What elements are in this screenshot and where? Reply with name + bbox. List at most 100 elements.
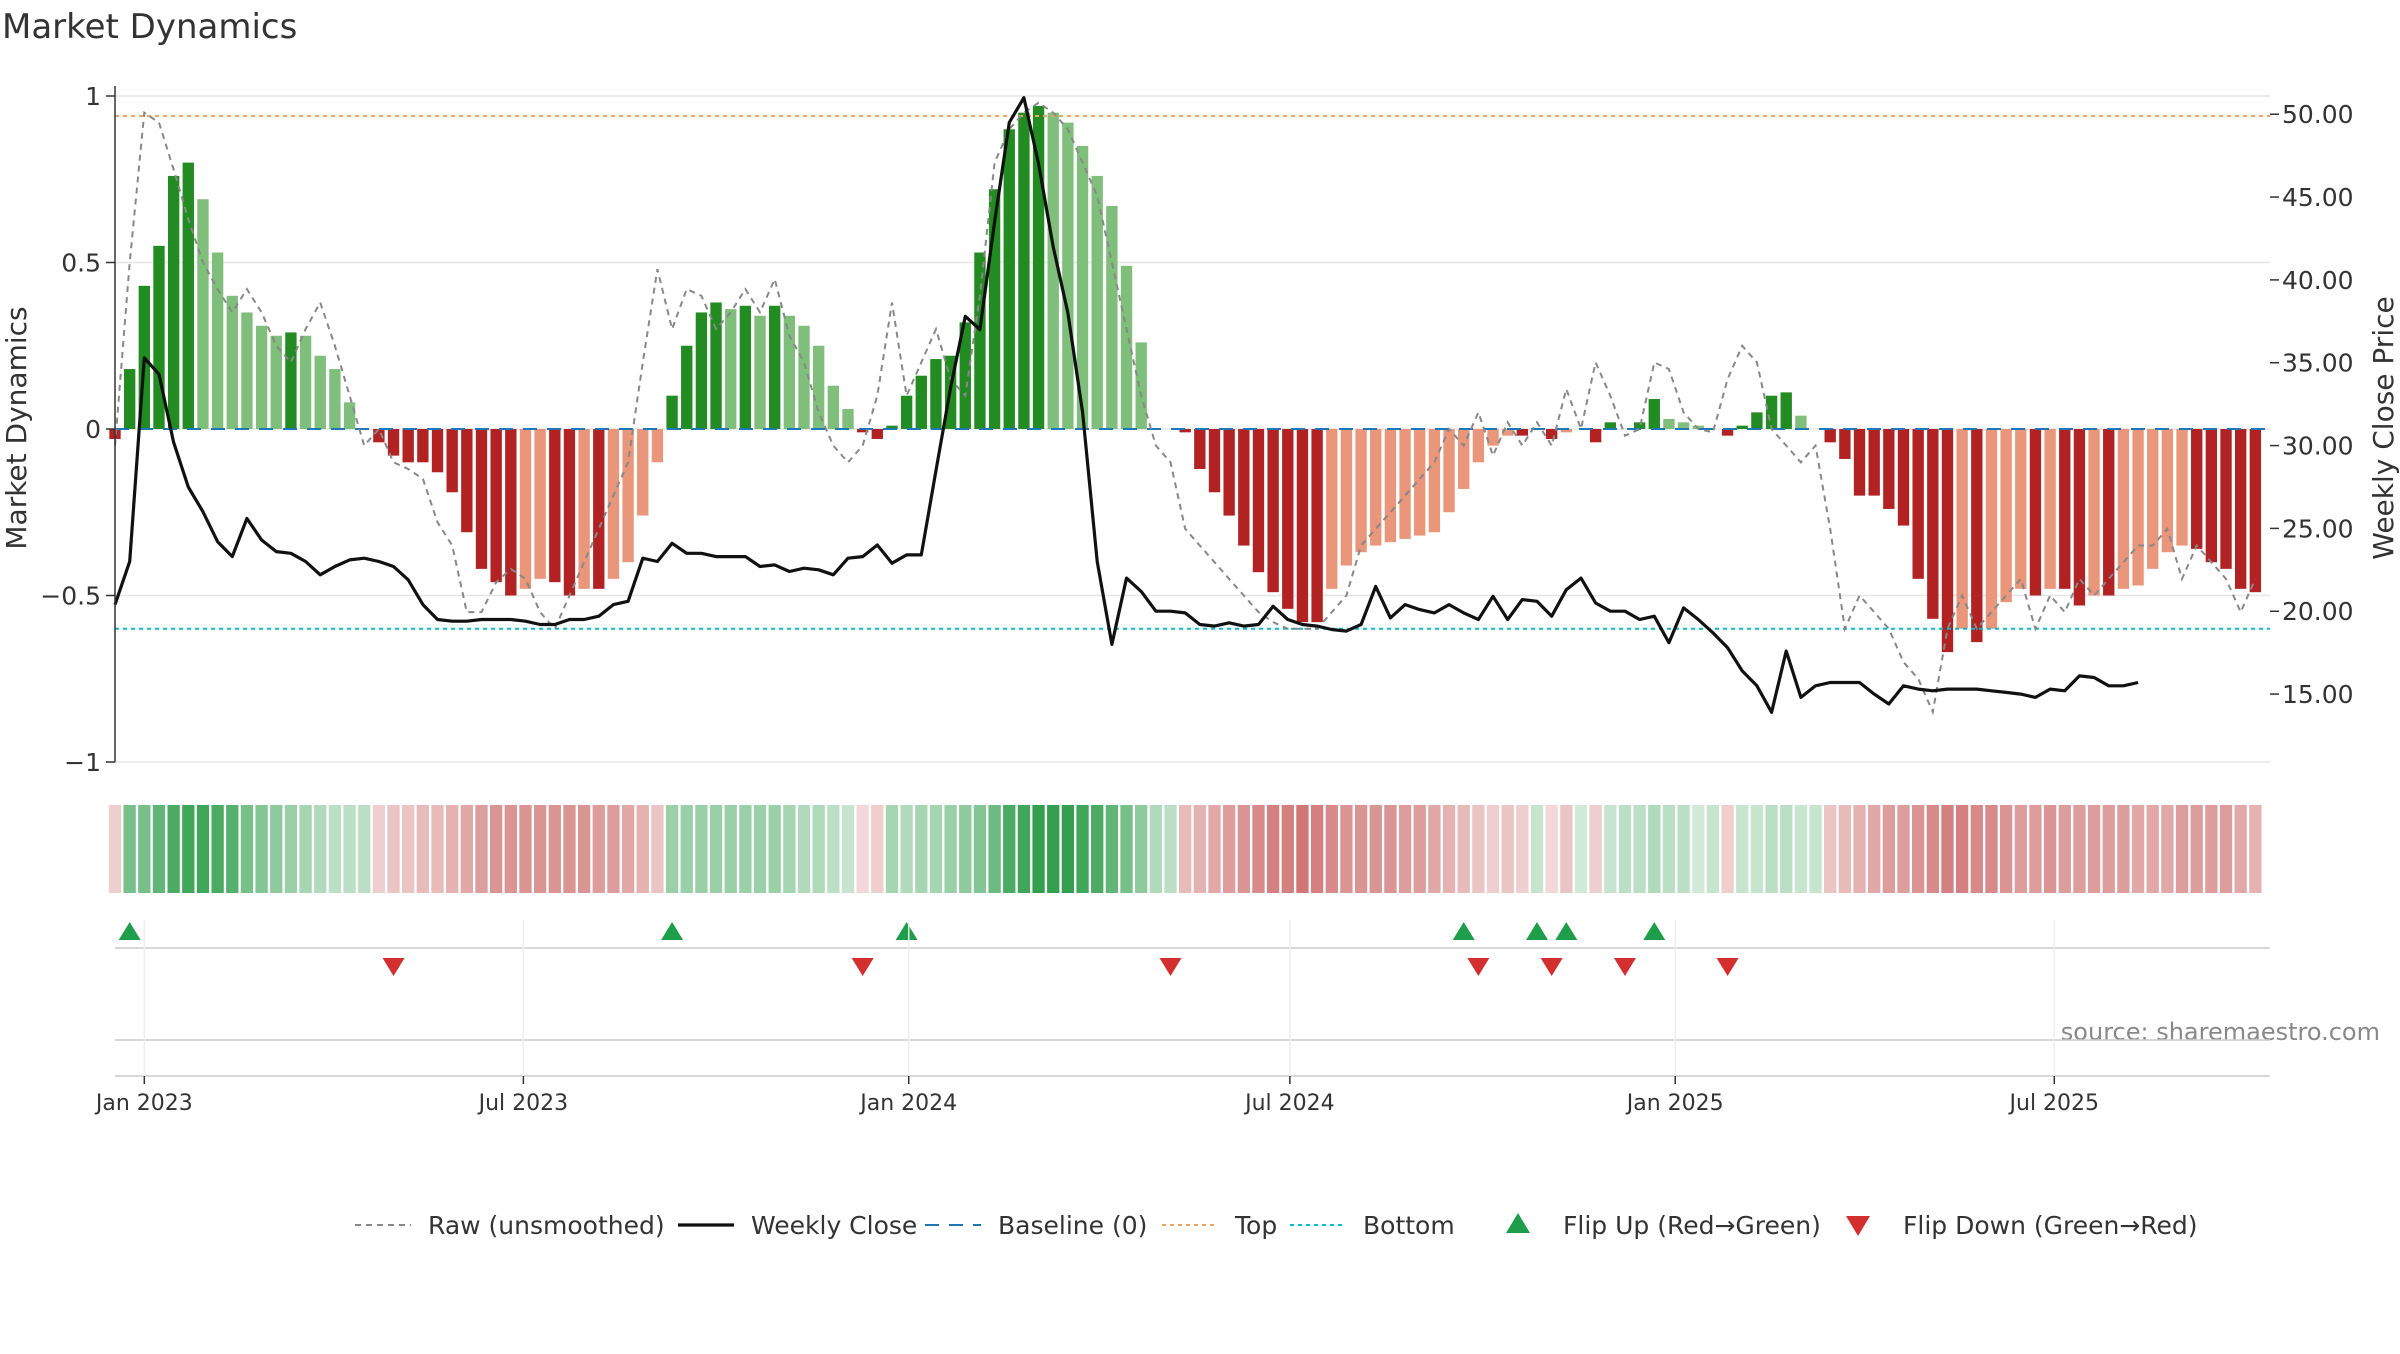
md-bar: [417, 429, 429, 463]
legend-label: Flip Up (Red→Green): [1563, 1211, 1821, 1240]
x-tick-label: Jul 2025: [2008, 1091, 2100, 1116]
heat-cell: [226, 805, 239, 893]
md-bar: [798, 325, 810, 429]
md-bar: [1252, 429, 1265, 573]
heat-cell: [1736, 805, 1749, 893]
heat-cell: [944, 805, 957, 893]
md-bar: [1751, 412, 1763, 429]
flip-up-marker: [118, 922, 141, 940]
md-bar: [123, 369, 136, 429]
flip-up-marker: [1526, 922, 1549, 940]
md-bar: [2103, 429, 2115, 596]
md-bar: [1883, 429, 1895, 509]
md-bar: [1047, 112, 1059, 430]
heat-cell: [1501, 805, 1514, 893]
legend-label: Flip Down (Green→Red): [1903, 1211, 2198, 1240]
md-bar: [2015, 429, 2027, 589]
md-bar: [1765, 395, 1778, 429]
md-bar: [607, 429, 620, 579]
md-bar: [241, 312, 253, 429]
heat-cell: [1032, 805, 1045, 893]
md-bar: [2000, 429, 2012, 603]
heat-cell: [240, 805, 254, 893]
md-bar: [563, 429, 576, 596]
heat-cell: [621, 805, 635, 893]
heat-cell: [1868, 805, 1881, 893]
heat-strip: [108, 805, 2262, 893]
heat-cell: [929, 805, 943, 893]
md-bar: [974, 252, 986, 429]
heat-cell: [680, 805, 693, 893]
heat-cell: [1252, 805, 1265, 893]
md-bar: [1003, 129, 1015, 430]
md-bar: [1414, 429, 1426, 536]
heat-cell: [372, 805, 386, 893]
heat-cell: [1149, 805, 1163, 893]
md-bar: [578, 429, 590, 589]
legend-item: Bottom: [1290, 1211, 1455, 1240]
md-bar: [1238, 429, 1250, 546]
md-bar: [725, 309, 737, 429]
flip-down-marker: [1159, 958, 1182, 976]
flip-markers: [115, 922, 2270, 1041]
heat-cell: [1560, 805, 1573, 893]
md-bar: [387, 429, 400, 456]
heat-cell: [314, 805, 327, 893]
y2-tick-label: 50.00: [2282, 100, 2354, 129]
heat-cell: [1266, 805, 1280, 893]
md-bar: [1868, 429, 1880, 496]
heat-cell: [1618, 805, 1632, 893]
heat-cell: [1941, 805, 1954, 893]
md-bar: [1956, 429, 1968, 629]
legend-item: Raw (unsmoothed): [355, 1211, 665, 1240]
heat-cell: [871, 805, 884, 893]
md-bar: [1897, 429, 1910, 526]
y2-tick-label: 40.00: [2282, 266, 2354, 295]
heat-cell: [1413, 805, 1426, 893]
md-bar: [1370, 429, 1382, 546]
md-bar: [754, 315, 766, 429]
md-bar: [1267, 429, 1279, 593]
heat-cell: [915, 805, 928, 893]
md-bar: [373, 429, 385, 443]
heat-cell: [475, 805, 488, 893]
md-bar: [2073, 429, 2086, 606]
heat-cell: [1164, 805, 1177, 893]
flip-up-marker: [1643, 922, 1666, 940]
md-bar: [446, 429, 458, 493]
heat-cell: [504, 805, 517, 893]
md-bar: [1692, 425, 1704, 429]
heat-cell: [1955, 805, 1969, 893]
heat-cell: [1721, 805, 1734, 893]
heat-cell: [724, 805, 737, 893]
heat-cell: [1296, 805, 1309, 893]
md-bar: [1721, 429, 1734, 436]
heat-cell: [739, 805, 752, 893]
md-bar: [1135, 342, 1147, 429]
heat-cell: [1765, 805, 1778, 893]
md-bar: [343, 402, 356, 429]
heat-cell: [1428, 805, 1441, 893]
md-bar: [2176, 429, 2188, 546]
y-tick-label: −0.5: [40, 582, 101, 611]
y-axis-label: Market Dynamics: [0, 306, 33, 549]
md-bar: [270, 335, 282, 429]
y2-axis-label: Weekly Close Price: [2367, 296, 2400, 559]
md-bar: [153, 245, 165, 429]
md-bar: [1824, 429, 1836, 443]
heat-cell: [1706, 805, 1720, 893]
heat-cell: [1604, 805, 1617, 893]
legend-label: Baseline (0): [998, 1211, 1147, 1240]
x-tick-label: Jul 2024: [1243, 1091, 1335, 1116]
md-bar: [197, 199, 209, 429]
weekly-close-line: [113, 96, 2139, 714]
md-bar: [1912, 429, 1924, 579]
heat-cell: [1824, 805, 1837, 893]
md-bar: [1780, 392, 1792, 429]
bars-layer: [109, 105, 2262, 653]
heat-cell: [1179, 805, 1192, 893]
md-bar: [1443, 429, 1455, 513]
legend: Raw (unsmoothed) Weekly Close Baseline (0)…: [355, 1211, 2198, 1240]
md-bar: [490, 429, 502, 583]
heat-cell: [1017, 805, 1031, 893]
